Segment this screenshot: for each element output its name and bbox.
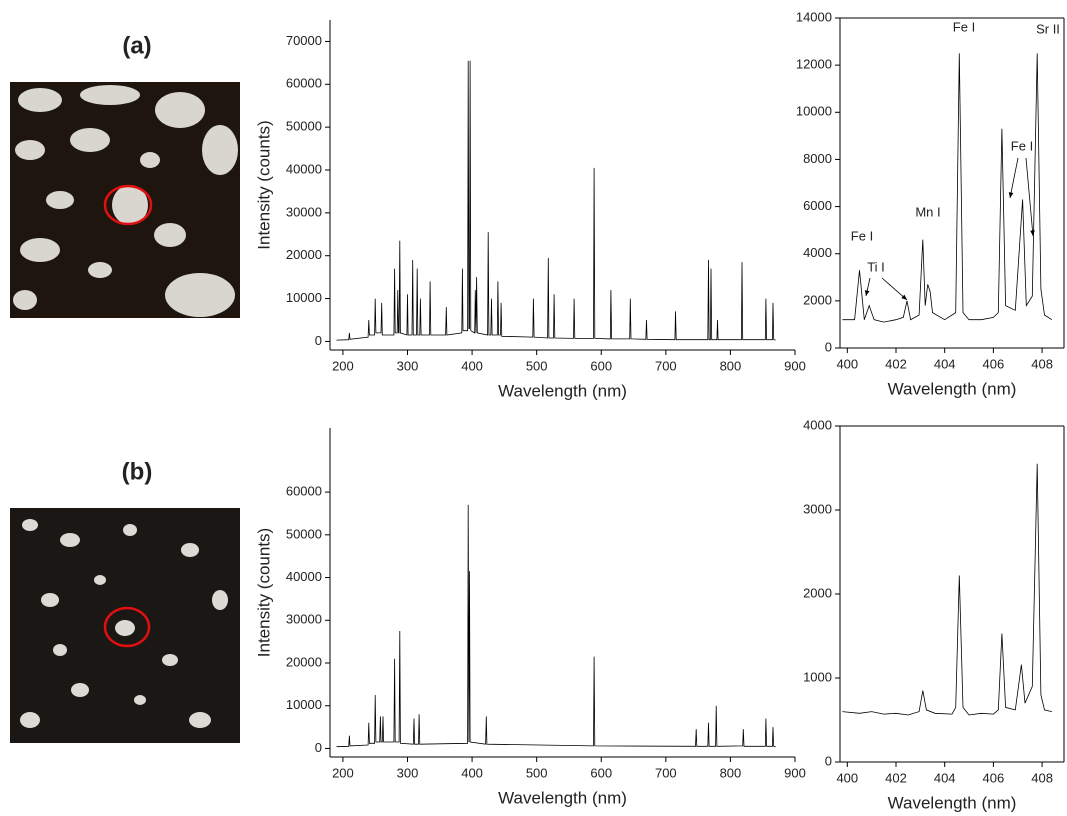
y-tick-label: 20000 [286,654,322,669]
y-tick-label: 4000 [803,245,832,260]
x-tick-label: 404 [934,356,956,371]
annotation-arrow [1009,157,1019,199]
y-tick-label: 0 [825,753,832,768]
annotation-arrow [1025,157,1034,237]
y-tick-label: 70000 [286,33,322,48]
x-tick-label: 408 [1031,770,1053,785]
y-tick-label: 50000 [286,119,322,134]
y-tick-label: 6000 [803,198,832,213]
panel-label: (a) [122,32,151,59]
x-tick-label: 500 [526,765,548,780]
micrograph-b [10,508,240,743]
spectrum-line [842,53,1053,323]
x-tick-label: 200 [332,765,354,780]
x-tick-label: 402 [885,356,907,371]
x-tick-label: 500 [526,358,548,373]
x-tick-label: 406 [983,770,1005,785]
x-tick-label: 600 [590,358,612,373]
micrograph-a [10,82,240,318]
spectrum-line [842,463,1052,716]
x-tick-label: 404 [934,770,956,785]
x-axis-title: Wavelength (nm) [888,793,1017,812]
y-tick-label: 20000 [286,247,322,262]
x-tick-label: 300 [397,765,419,780]
arrow-head [864,290,870,296]
x-tick-label: 700 [655,358,677,373]
y-tick-label: 60000 [286,76,322,91]
x-axis-title: Wavelength (nm) [498,788,627,807]
x-tick-label: 402 [885,770,907,785]
x-tick-label: 600 [590,765,612,780]
y-tick-label: 10000 [286,290,322,305]
y-tick-label: 8000 [803,151,832,166]
y-tick-label: 30000 [286,204,322,219]
arrow-head [1008,192,1014,198]
y-tick-label: 60000 [286,484,322,499]
x-tick-label: 900 [784,358,806,373]
y-tick-label: 10000 [286,697,322,712]
y-tick-label: 2000 [803,292,832,307]
annotation: Sr II [1036,21,1060,36]
x-tick-label: 200 [332,358,354,373]
y-tick-label: 40000 [286,569,322,584]
x-tick-label: 400 [836,770,858,785]
x-tick-label: 700 [655,765,677,780]
x-tick-label: 800 [720,765,742,780]
x-axis-title: Wavelength (nm) [498,381,627,400]
annotation: Ti I [867,259,885,274]
x-tick-label: 406 [983,356,1005,371]
y-tick-label: 0 [315,740,322,755]
y-tick-label: 30000 [286,612,322,627]
y-tick-label: 2000 [803,585,832,600]
panel-label: (b) [122,458,153,485]
arrow-head [1030,230,1035,236]
arrow-head [901,294,907,300]
y-tick-label: 14000 [796,9,832,24]
y-tick-label: 0 [315,333,322,348]
x-axis-title: Wavelength (nm) [888,379,1017,398]
y-tick-label: 50000 [286,526,322,541]
y-tick-label: 4000 [803,417,832,432]
x-tick-label: 400 [836,356,858,371]
x-tick-label: 900 [784,765,806,780]
annotation: Fe I [953,19,975,34]
x-tick-label: 300 [397,358,419,373]
annotation: Fe I [851,228,873,243]
y-tick-label: 40000 [286,161,322,176]
y-tick-label: 10000 [796,104,832,119]
annotation-arrow [881,277,908,301]
x-tick-label: 800 [720,358,742,373]
x-tick-label: 408 [1031,356,1053,371]
spectrum-line [336,60,776,341]
y-axis-title: Intensity (counts) [254,528,273,657]
y-tick-label: 0 [825,339,832,354]
spectrum-line [336,504,776,748]
annotation: Mn I [915,204,940,219]
y-tick-label: 1000 [803,669,832,684]
y-tick-label: 12000 [796,57,832,72]
y-tick-label: 3000 [803,501,832,516]
x-tick-label: 400 [461,765,483,780]
y-axis-title: Intensity (counts) [254,120,273,249]
annotation: Fe I [1011,138,1033,153]
x-tick-label: 400 [461,358,483,373]
